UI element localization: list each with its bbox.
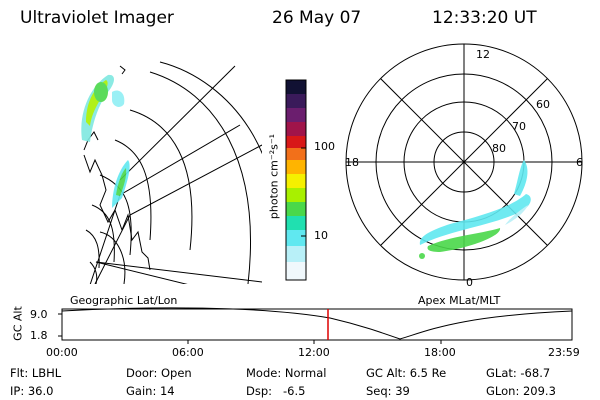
colorbar-tick-10: 10 bbox=[314, 229, 328, 242]
status-glon: GLon: 209.3 bbox=[486, 384, 556, 398]
colorbar-tick-100: 100 bbox=[314, 140, 335, 153]
mlt-label-0: 0 bbox=[466, 276, 473, 289]
colorbar-unit-label: photon cm⁻²s⁻¹ bbox=[267, 133, 281, 220]
colorbar bbox=[285, 79, 307, 281]
date-label: 26 May 07 bbox=[272, 8, 362, 28]
status-dsp: Dsp: -6.5 bbox=[246, 384, 306, 398]
time-label: 12:33:20 UT bbox=[432, 8, 537, 28]
lat-label-60: 60 bbox=[536, 98, 550, 111]
time-tick-2359: 23:59 bbox=[548, 346, 580, 359]
status-seq: Seq: 39 bbox=[366, 384, 410, 398]
lat-label-80: 80 bbox=[492, 142, 506, 155]
status-glat: GLat: -68.7 bbox=[486, 366, 551, 380]
altitude-ytick-min: 1.8 bbox=[30, 329, 48, 342]
instrument-title: Ultraviolet Imager bbox=[20, 8, 174, 28]
status-mode: Mode: Normal bbox=[246, 366, 327, 380]
left-panel-caption: Geographic Lat/Lon bbox=[70, 294, 178, 307]
status-door: Door: Open bbox=[126, 366, 192, 380]
mlt-label-6: 6 bbox=[576, 156, 583, 169]
time-tick-1200: 12:00 bbox=[298, 346, 330, 359]
status-ip: IP: 36.0 bbox=[10, 384, 54, 398]
right-panel-caption: Apex MLat/MLT bbox=[418, 294, 501, 307]
altitude-plot bbox=[58, 307, 573, 344]
status-gain: Gain: 14 bbox=[126, 384, 175, 398]
geographic-map-panel bbox=[81, 61, 262, 284]
mlt-label-18: 18 bbox=[345, 156, 359, 169]
time-tick-0000: 00:00 bbox=[46, 346, 78, 359]
status-gcalt: GC Alt: 6.5 Re bbox=[366, 366, 447, 380]
time-tick-0600: 06:00 bbox=[172, 346, 204, 359]
status-flt: Flt: LBHL bbox=[10, 366, 62, 380]
aurora-oval bbox=[419, 160, 531, 259]
lat-label-70: 70 bbox=[512, 120, 526, 133]
altitude-ylabel: GC Alt bbox=[11, 306, 25, 341]
altitude-ytick-max: 9.0 bbox=[30, 308, 48, 321]
time-tick-1800: 18:00 bbox=[424, 346, 456, 359]
mlt-label-12: 12 bbox=[476, 48, 490, 61]
